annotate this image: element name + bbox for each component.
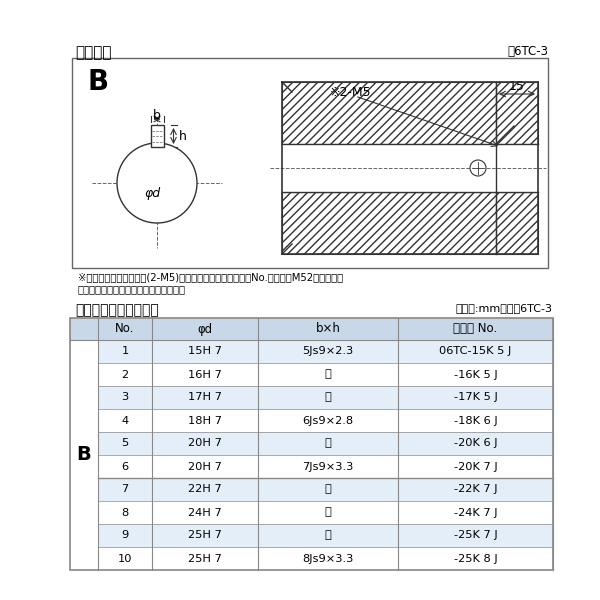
Text: 10: 10 xyxy=(118,553,132,563)
Text: h: h xyxy=(179,130,187,142)
Text: -25K 8 J: -25K 8 J xyxy=(454,553,497,563)
Text: 〃: 〃 xyxy=(325,485,331,494)
Text: b: b xyxy=(153,109,161,122)
Text: 3: 3 xyxy=(121,392,128,403)
Text: B: B xyxy=(88,68,109,96)
Bar xyxy=(282,192,496,254)
Text: B: B xyxy=(77,445,91,464)
Text: φd: φd xyxy=(144,187,160,199)
Text: -22K 7 J: -22K 7 J xyxy=(454,485,497,494)
Bar xyxy=(496,144,538,192)
Text: 〃: 〃 xyxy=(325,370,331,379)
Bar xyxy=(98,432,553,455)
Text: 2: 2 xyxy=(121,370,128,379)
Text: -18K 6 J: -18K 6 J xyxy=(454,415,497,425)
Text: 軸穴形状コード一覧表: 軸穴形状コード一覧表 xyxy=(75,303,159,317)
Text: 17H 7: 17H 7 xyxy=(188,392,222,403)
Bar xyxy=(72,58,548,268)
Bar xyxy=(70,318,553,570)
Text: -25K 7 J: -25K 7 J xyxy=(454,530,497,541)
Text: -24K 7 J: -24K 7 J xyxy=(454,508,497,517)
Bar xyxy=(496,192,538,254)
Text: No.: No. xyxy=(115,323,134,335)
Bar xyxy=(282,82,496,144)
Bar xyxy=(98,409,553,432)
Bar xyxy=(98,386,553,409)
Bar xyxy=(98,363,553,386)
Text: 25H 7: 25H 7 xyxy=(188,530,222,541)
Bar xyxy=(98,340,553,363)
Text: 7: 7 xyxy=(121,485,128,494)
Text: 9: 9 xyxy=(121,530,128,541)
Text: 16H 7: 16H 7 xyxy=(188,370,222,379)
Text: 〃: 〃 xyxy=(325,392,331,403)
Text: （単位:mm）　表6TC-3: （単位:mm） 表6TC-3 xyxy=(456,303,553,313)
Bar xyxy=(98,501,553,524)
Text: 図6TC-3: 図6TC-3 xyxy=(507,45,548,58)
Text: 25H 7: 25H 7 xyxy=(188,553,222,563)
Bar xyxy=(70,318,553,340)
Text: -17K 5 J: -17K 5 J xyxy=(454,392,497,403)
Text: コード No.: コード No. xyxy=(454,323,497,335)
Text: 〃: 〃 xyxy=(325,439,331,449)
Text: 7Js9×3.3: 7Js9×3.3 xyxy=(302,461,353,472)
Text: ※セットボルト用タップ(2-M5)が必要な場合は右記コードNo.の末尾にM52を付ける。: ※セットボルト用タップ(2-M5)が必要な場合は右記コードNo.の末尾にM52を… xyxy=(78,272,343,282)
Circle shape xyxy=(117,143,197,223)
Text: 20H 7: 20H 7 xyxy=(188,439,222,449)
Bar xyxy=(98,547,553,570)
Text: 8: 8 xyxy=(121,508,128,517)
Text: 5Js9×2.3: 5Js9×2.3 xyxy=(302,346,353,356)
Bar xyxy=(496,82,538,144)
Text: ※2-M5: ※2-M5 xyxy=(330,86,371,99)
Text: 20H 7: 20H 7 xyxy=(188,461,222,472)
Text: 〃: 〃 xyxy=(325,530,331,541)
Text: b×h: b×h xyxy=(316,323,340,335)
Text: -20K 6 J: -20K 6 J xyxy=(454,439,497,449)
Text: -20K 7 J: -20K 7 J xyxy=(454,461,497,472)
Circle shape xyxy=(470,160,486,176)
Text: 4: 4 xyxy=(121,415,128,425)
Text: 5: 5 xyxy=(121,439,128,449)
Text: 6: 6 xyxy=(121,461,128,472)
Text: 15H 7: 15H 7 xyxy=(188,346,222,356)
Bar xyxy=(98,455,553,478)
Text: 1: 1 xyxy=(121,346,128,356)
Text: 〃: 〃 xyxy=(325,508,331,517)
Text: 24H 7: 24H 7 xyxy=(188,508,222,517)
Text: 15: 15 xyxy=(509,80,525,93)
Text: 軸穴形状: 軸穴形状 xyxy=(75,45,112,60)
Text: 22H 7: 22H 7 xyxy=(188,485,222,494)
Bar xyxy=(282,144,496,192)
Text: （セットボルトは付属されています。）: （セットボルトは付属されています。） xyxy=(78,284,186,294)
Text: 6Js9×2.8: 6Js9×2.8 xyxy=(302,415,353,425)
Bar xyxy=(98,524,553,547)
Text: 06TC-15K 5 J: 06TC-15K 5 J xyxy=(439,346,512,356)
Bar xyxy=(151,125,163,147)
Bar xyxy=(98,478,553,501)
Text: 8Js9×3.3: 8Js9×3.3 xyxy=(302,553,353,563)
Text: φd: φd xyxy=(197,323,212,335)
Text: 18H 7: 18H 7 xyxy=(188,415,222,425)
Text: -16K 5 J: -16K 5 J xyxy=(454,370,497,379)
